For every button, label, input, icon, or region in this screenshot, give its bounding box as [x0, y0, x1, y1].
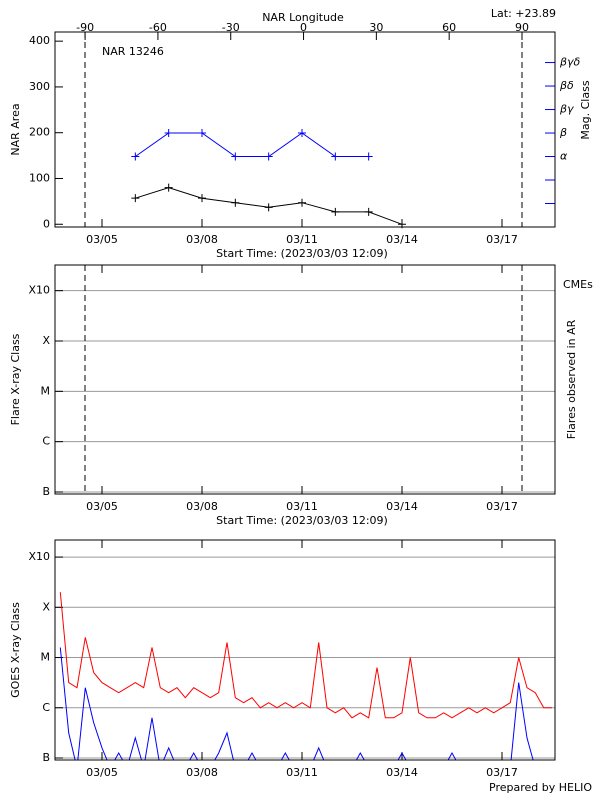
marker [198, 194, 206, 203]
y2-tick-label: βδ [559, 79, 574, 92]
y2-axis-label: Flares observed in AR [565, 319, 578, 439]
footer: Prepared by HELIO [489, 781, 592, 794]
y-tick-label: B [42, 485, 50, 498]
plot-frame [54, 539, 556, 761]
x-tick-label: 03/05 [86, 766, 118, 779]
plot-frame [54, 264, 556, 495]
y-tick-label: 0 [43, 217, 50, 230]
y2-tick-label: β [559, 126, 567, 139]
marker [231, 198, 240, 207]
x-tick-label: 03/11 [286, 233, 318, 246]
y2-tick-label: βγ [559, 103, 574, 116]
x-tick-label: 03/17 [486, 500, 518, 513]
cme-label: CMEs [563, 278, 593, 291]
marker [198, 129, 206, 138]
marker [298, 198, 306, 207]
x-tick-label: 03/05 [86, 500, 118, 513]
y2-tick-label: βγδ [559, 56, 581, 69]
x-tick-label: 03/11 [286, 766, 318, 779]
panel-title: NAR 13246 [102, 45, 164, 58]
y-tick-label: B [42, 751, 50, 764]
y-tick-label: X [42, 334, 50, 347]
x-tick-label: 03/08 [186, 766, 218, 779]
x2-tick-label: 90 [515, 21, 529, 34]
x2-tick-label: -90 [76, 21, 94, 34]
marker [331, 207, 340, 216]
y-axis-label: Flare X-ray Class [9, 333, 22, 425]
y2-axis-label: Mag. Class [579, 80, 592, 139]
x-tick-label: 03/08 [186, 233, 218, 246]
series-line [135, 132, 369, 157]
y-tick-label: 400 [29, 34, 50, 47]
x2-tick-label: -60 [149, 21, 167, 34]
x2-axis-label: NAR Longitude [262, 11, 344, 24]
plot-frame [54, 31, 556, 228]
x-tick-label: 03/05 [86, 233, 118, 246]
marker [364, 152, 373, 161]
x-tick-label: 03/14 [386, 766, 418, 779]
y-axis-label: GOES X-ray Class [9, 602, 22, 698]
y-tick-label: M [41, 651, 51, 664]
marker [131, 194, 140, 203]
marker [264, 203, 273, 212]
marker [164, 183, 173, 192]
x-tick-label: 03/11 [286, 500, 318, 513]
y-tick-label: X [42, 600, 50, 613]
y-tick-label: 100 [29, 171, 50, 184]
marker [164, 129, 173, 138]
x2-tick-label: -30 [222, 21, 240, 34]
y-tick-label: X10 [28, 550, 50, 563]
x-tick-label: 03/14 [386, 500, 418, 513]
lat-label: Lat: +23.89 [491, 7, 556, 20]
marker [131, 152, 140, 161]
y-tick-label: M [41, 384, 51, 397]
y-tick-label: C [42, 435, 50, 448]
y-tick-label: X10 [28, 284, 50, 297]
x-axis-label: Start Time: (2023/03/03 12:09) [216, 514, 388, 527]
series-line [59, 592, 552, 719]
marker [364, 207, 373, 216]
x2-tick-label: 0 [300, 21, 307, 34]
marker [331, 152, 340, 161]
x2-tick-label: 30 [369, 21, 383, 34]
x-tick-label: 03/14 [386, 233, 418, 246]
x-tick-label: 03/17 [486, 233, 518, 246]
x-tick-label: 03/08 [186, 500, 218, 513]
y2-tick-label: α [560, 150, 568, 163]
y-tick-label: 200 [29, 126, 50, 139]
x-axis-label: Start Time: (2023/03/03 12:09) [216, 247, 388, 260]
y-axis-label: NAR Area [9, 103, 22, 155]
marker [231, 152, 240, 161]
x2-tick-label: 60 [442, 21, 456, 34]
y-tick-label: 300 [29, 80, 50, 93]
x-tick-label: 03/17 [486, 766, 518, 779]
marker [298, 129, 306, 138]
y-tick-label: C [42, 701, 50, 714]
marker [264, 152, 273, 161]
